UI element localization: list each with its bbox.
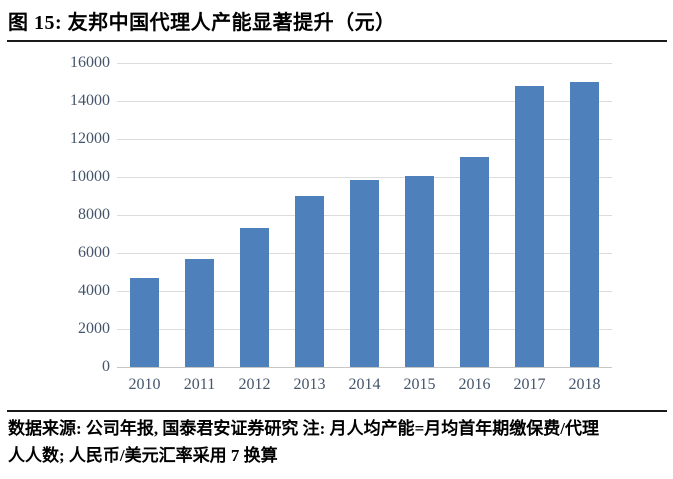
x-axis-tick-label: 2014 xyxy=(348,376,381,393)
x-axis-tick-label: 2011 xyxy=(183,376,216,393)
y-axis-tick-label: 14000 xyxy=(70,92,110,109)
x-axis-tick-label: 2015 xyxy=(403,376,436,393)
x-axis-tick-label: 2017 xyxy=(513,376,546,393)
x-axis-tick-label: 2012 xyxy=(238,376,271,393)
gridline xyxy=(117,177,612,178)
gridline xyxy=(117,63,612,64)
source-note: 数据来源: 公司年报, 国泰君安证券研究 注: 月人均产能=月均首年期缴保费/代… xyxy=(8,415,668,469)
y-axis-tick-label: 12000 xyxy=(70,130,110,147)
y-axis-tick-label: 4000 xyxy=(78,282,110,299)
bar xyxy=(350,179,379,367)
gridline xyxy=(117,101,612,102)
y-axis-tick-label: 16000 xyxy=(70,54,110,71)
y-axis-tick-label: 0 xyxy=(102,358,110,375)
source-note-line: 人人数; 人民币/美元汇率采用 7 换算 xyxy=(8,446,278,465)
x-axis-line xyxy=(117,367,612,368)
y-axis-tick-label: 6000 xyxy=(78,244,110,261)
figure-title: 图 15: 友邦中国代理人产能显著提升（元） xyxy=(8,12,396,34)
x-axis-tick-label: 2013 xyxy=(293,376,326,393)
y-axis-tick-label: 10000 xyxy=(70,168,110,185)
x-axis-tick-label: 2010 xyxy=(128,376,161,393)
bar xyxy=(460,157,489,367)
bar-chart: 0 2000 4000 6000 8000 10000 12000 14000 16000 201… xyxy=(70,54,612,393)
bar xyxy=(240,228,269,367)
bar xyxy=(405,176,434,367)
bar xyxy=(295,196,324,367)
source-note-line: 数据来源: 公司年报, 国泰君安证券研究 注: 月人均产能=月均首年期缴保费/代… xyxy=(8,419,599,438)
bar xyxy=(570,82,599,367)
bottom-rule xyxy=(7,410,667,412)
y-axis-tick-label: 2000 xyxy=(78,320,110,337)
bar xyxy=(185,258,214,367)
bar xyxy=(130,277,159,367)
gridline xyxy=(117,139,612,140)
x-axis-tick-label: 2016 xyxy=(458,376,491,393)
x-axis-tick-label: 2018 xyxy=(568,376,601,393)
title-rule xyxy=(7,40,667,42)
y-axis-tick-label: 8000 xyxy=(78,206,110,223)
bar xyxy=(515,85,544,367)
